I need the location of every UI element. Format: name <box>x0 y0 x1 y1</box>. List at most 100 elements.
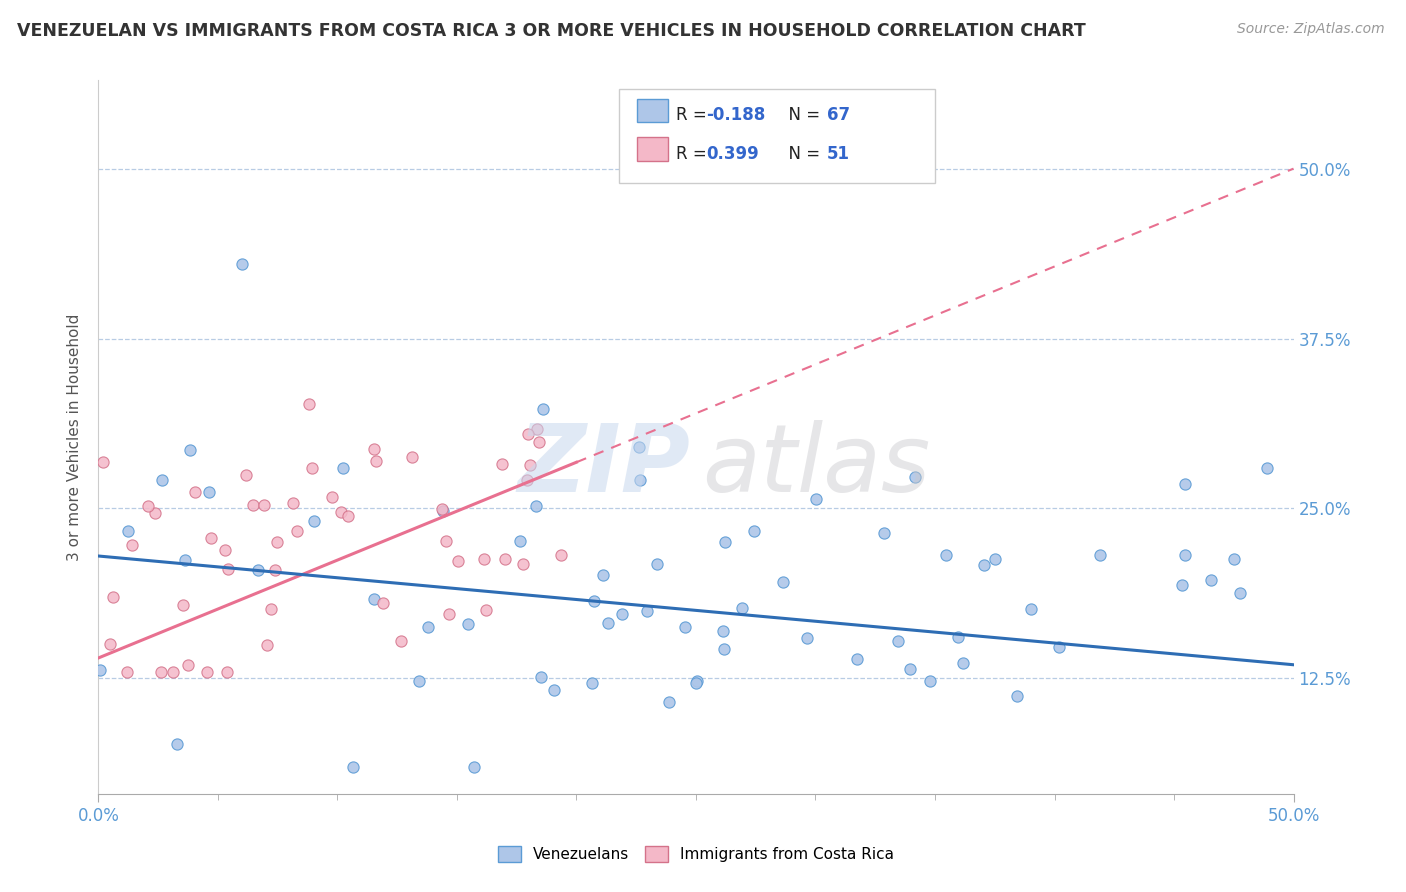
Point <box>121 538 143 552</box>
Point <box>256 638 278 652</box>
Y-axis label: 3 or more Vehicles in Household: 3 or more Vehicles in Household <box>67 313 83 561</box>
Point <box>150 665 173 679</box>
Point <box>457 617 479 632</box>
Point <box>342 760 364 774</box>
Point <box>179 443 201 458</box>
Point <box>242 499 264 513</box>
Point <box>772 575 794 590</box>
Point <box>612 607 634 621</box>
Point <box>474 551 496 566</box>
Point <box>491 457 513 471</box>
Point <box>93 455 115 469</box>
Point <box>363 442 385 456</box>
Text: N =: N = <box>778 106 825 124</box>
Point <box>984 552 1007 566</box>
Text: VENEZUELAN VS IMMIGRANTS FROM COSTA RICA 3 OR MORE VEHICLES IN HOUSEHOLD CORRELA: VENEZUELAN VS IMMIGRANTS FROM COSTA RICA… <box>17 22 1085 40</box>
Point <box>973 558 995 573</box>
Point <box>98 637 121 651</box>
Point <box>474 603 496 617</box>
Point <box>321 490 343 504</box>
Point <box>543 683 565 698</box>
Text: -0.188: -0.188 <box>706 106 765 124</box>
Point <box>581 676 603 690</box>
Point <box>1201 573 1223 587</box>
Point <box>713 641 735 656</box>
Point <box>136 499 159 513</box>
Point <box>742 524 765 539</box>
Point <box>263 563 285 577</box>
Point <box>887 634 910 648</box>
Point <box>401 450 423 465</box>
Point <box>628 473 651 487</box>
Point <box>1170 578 1192 592</box>
Point <box>418 620 440 634</box>
Text: ZIP: ZIP <box>517 419 690 512</box>
Point <box>217 665 239 679</box>
Point <box>494 551 516 566</box>
Point <box>529 434 551 449</box>
Point <box>1174 477 1197 491</box>
Point <box>437 607 460 621</box>
Point <box>952 657 974 671</box>
Point <box>592 568 614 582</box>
Point <box>173 553 195 567</box>
Point <box>1256 461 1278 475</box>
Point <box>596 616 619 631</box>
Legend: Venezuelans, Immigrants from Costa Rica: Venezuelans, Immigrants from Costa Rica <box>492 840 900 868</box>
Point <box>183 484 205 499</box>
Point <box>935 548 957 562</box>
Point <box>172 599 194 613</box>
Point <box>283 496 305 510</box>
Point <box>330 505 353 519</box>
Point <box>266 535 288 549</box>
Point <box>214 543 236 558</box>
Point <box>550 548 572 562</box>
Point <box>408 674 430 689</box>
Point <box>197 484 219 499</box>
Point <box>517 426 540 441</box>
Point <box>524 499 547 513</box>
Text: atlas: atlas <box>702 420 931 511</box>
Point <box>533 401 555 416</box>
Point <box>302 514 325 528</box>
Point <box>1174 548 1197 562</box>
Point <box>336 509 359 524</box>
Point <box>432 504 454 518</box>
Point <box>253 498 276 512</box>
Point <box>371 596 394 610</box>
Text: 0.399: 0.399 <box>706 145 759 162</box>
Point <box>177 658 200 673</box>
Point <box>89 663 111 677</box>
Point <box>143 506 166 520</box>
Point <box>920 673 942 688</box>
Point <box>583 593 606 607</box>
Point <box>447 554 470 568</box>
Point <box>101 590 124 604</box>
Point <box>852 161 875 176</box>
Point <box>195 665 218 679</box>
Point <box>259 602 281 616</box>
Point <box>516 473 538 487</box>
Text: Source: ZipAtlas.com: Source: ZipAtlas.com <box>1237 22 1385 37</box>
Point <box>686 674 709 689</box>
Point <box>1047 640 1070 654</box>
Point <box>627 440 650 454</box>
Point <box>235 468 257 483</box>
Point <box>526 422 548 436</box>
Point <box>1229 586 1251 600</box>
Point <box>1005 689 1028 703</box>
Point <box>246 563 269 577</box>
Point <box>845 652 868 666</box>
Point <box>946 630 969 644</box>
Point <box>463 760 485 774</box>
Point <box>898 662 921 676</box>
Point <box>298 397 321 411</box>
Point <box>162 665 184 679</box>
Point <box>731 600 754 615</box>
Point <box>200 531 222 545</box>
Point <box>873 525 896 540</box>
Point <box>804 491 827 506</box>
Point <box>150 473 173 487</box>
Point <box>512 557 534 571</box>
Text: R =: R = <box>676 145 713 162</box>
